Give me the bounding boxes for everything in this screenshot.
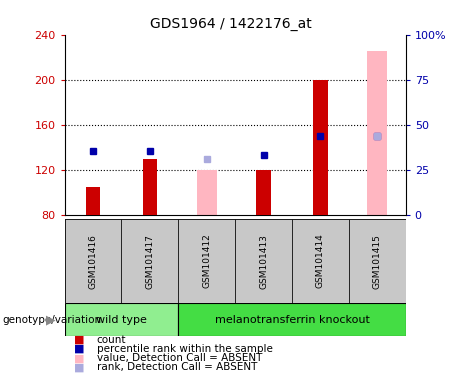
FancyBboxPatch shape	[65, 219, 406, 303]
Text: count: count	[97, 335, 126, 345]
FancyBboxPatch shape	[292, 219, 349, 303]
FancyBboxPatch shape	[235, 219, 292, 303]
Text: melanotransferrin knockout: melanotransferrin knockout	[214, 314, 369, 325]
Text: GSM101415: GSM101415	[373, 234, 382, 288]
Text: GSM101412: GSM101412	[202, 234, 211, 288]
Text: GSM101417: GSM101417	[145, 234, 154, 288]
Text: GSM101414: GSM101414	[316, 234, 325, 288]
FancyBboxPatch shape	[349, 219, 406, 303]
Bar	[313, 80, 327, 215]
Text: genotype/variation: genotype/variation	[2, 314, 101, 325]
Bar	[143, 159, 157, 215]
Bar	[367, 51, 387, 215]
Text: ■: ■	[74, 344, 84, 354]
Text: ■: ■	[74, 335, 84, 345]
Text: wild type: wild type	[96, 314, 147, 325]
Bar	[197, 170, 217, 215]
Text: ■: ■	[74, 353, 84, 363]
FancyBboxPatch shape	[65, 219, 121, 303]
Bar	[256, 170, 271, 215]
FancyBboxPatch shape	[178, 303, 406, 336]
FancyBboxPatch shape	[65, 303, 178, 336]
FancyBboxPatch shape	[121, 219, 178, 303]
Bar	[86, 187, 100, 215]
Text: GDS1964 / 1422176_at: GDS1964 / 1422176_at	[150, 17, 311, 31]
FancyBboxPatch shape	[178, 219, 235, 303]
Text: percentile rank within the sample: percentile rank within the sample	[97, 344, 273, 354]
Text: ■: ■	[74, 362, 84, 372]
Text: value, Detection Call = ABSENT: value, Detection Call = ABSENT	[97, 353, 262, 363]
Text: GSM101413: GSM101413	[259, 234, 268, 288]
Text: GSM101416: GSM101416	[89, 234, 97, 288]
Text: rank, Detection Call = ABSENT: rank, Detection Call = ABSENT	[97, 362, 257, 372]
Text: ▶: ▶	[46, 313, 55, 326]
